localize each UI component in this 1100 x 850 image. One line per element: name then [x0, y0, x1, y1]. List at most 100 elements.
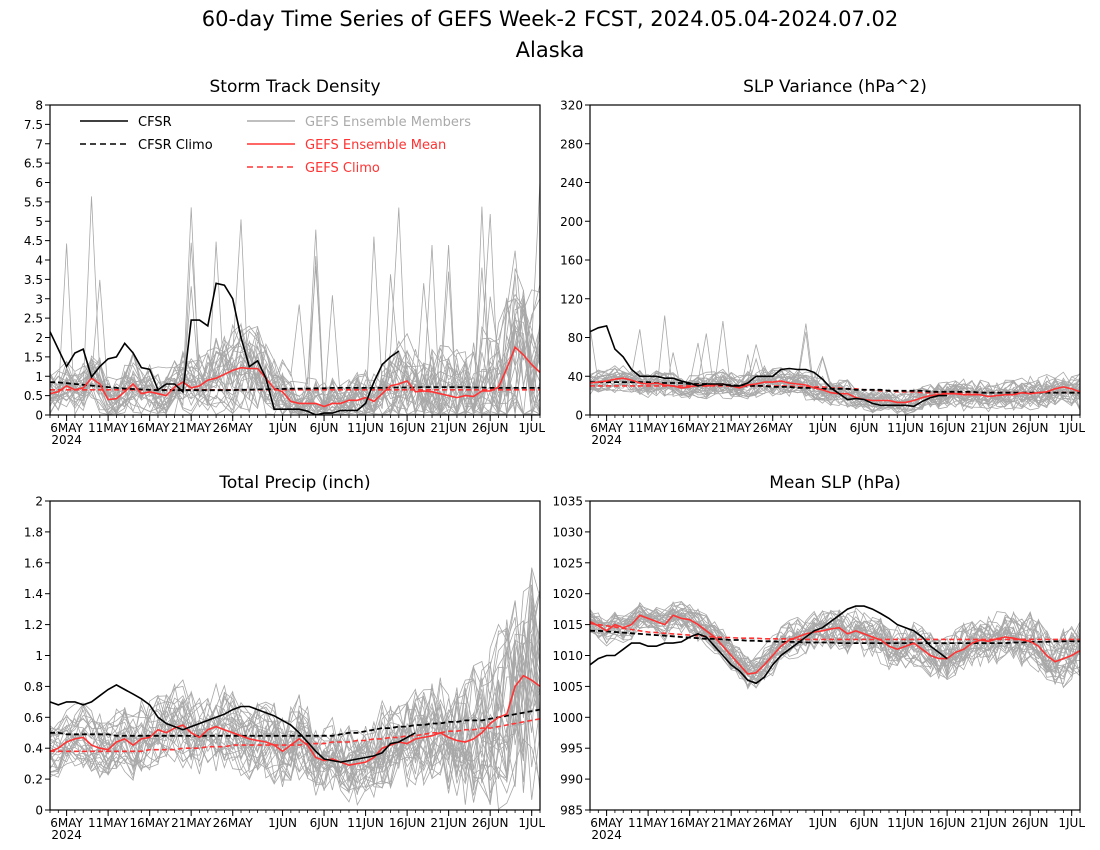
x-tick-label: 26JUN — [1012, 421, 1049, 435]
cfsr-line — [50, 683, 416, 763]
x-tick-label: 16JUN — [929, 421, 966, 435]
x-tick-label: 21JUN — [430, 421, 467, 435]
x-tick-label: 21MAY — [711, 816, 752, 830]
y-tick-label: 6 — [35, 176, 43, 190]
y-tick-label: 280 — [560, 137, 583, 151]
legend-label: GEFS Ensemble Members — [305, 115, 471, 130]
gefs-ensemble-mean-line — [50, 345, 540, 408]
x-tick-label: 11MAY — [88, 421, 129, 435]
x-tick-label: 11MAY — [88, 816, 129, 830]
x-tick-label: 11JUN — [887, 816, 924, 830]
y-tick-label: 1015 — [552, 618, 583, 632]
panel-title: Total Precip (inch) — [218, 473, 370, 493]
y-tick-label: 2 — [35, 331, 43, 345]
ensemble-member-line — [50, 617, 540, 771]
gefs-climo-line — [50, 718, 540, 753]
x-tick-label: 6JUN — [310, 421, 339, 435]
x-tick-label: 1JUL — [518, 816, 545, 830]
x-tick-label: 1JUL — [1058, 421, 1085, 435]
gefs-ensemble-mean-line — [50, 674, 540, 767]
x-tick-label: 21JUN — [970, 421, 1007, 435]
ensemble-member-line — [590, 601, 1080, 670]
x-tick-label: 1JUL — [518, 421, 545, 435]
x-tick-label: 26MAY — [213, 421, 254, 435]
panel-title: Storm Track Density — [209, 77, 380, 97]
x-tick-label: 16JUN — [929, 816, 966, 830]
y-tick-label: 0.4 — [24, 742, 43, 756]
ensemble-member-line — [50, 662, 540, 803]
plot-frame — [589, 500, 1081, 811]
panels: 0 0.5 1 1.5 2 2.5 3 3.5 4 4.5 5 5.5 6 6.5 7 7.5 8 6MAY 11M… — [24, 77, 1085, 842]
plot-area — [590, 315, 1080, 415]
cfsr-climo-line — [590, 381, 1080, 394]
x-tick-label: 1JUN — [268, 816, 297, 830]
x-tick-label: 16MAY — [130, 421, 171, 435]
legend-label: GEFS Ensemble Mean — [305, 138, 446, 153]
panel-4: 985 990 995 1000 1005 1010 1015 1020 1025 1030 103… — [552, 473, 1085, 842]
gefs-ensemble-mean-line — [590, 614, 1080, 675]
ensemble-member-line — [50, 244, 540, 415]
y-tick-label: 1.2 — [24, 618, 43, 632]
cfsr-climo-line — [590, 629, 1080, 644]
x-tick-label: 16JUN — [389, 421, 426, 435]
y-tick-label: 0 — [575, 409, 583, 423]
y-tick-label: 320 — [560, 99, 583, 113]
legend: CFSR CFSR Climo GEFS Ensemble Members GEFS … — [80, 115, 471, 176]
x-tick-label: 11JUN — [347, 421, 384, 435]
x-tick-label: 6JUN — [850, 421, 879, 435]
ensemble-member-line — [50, 569, 540, 764]
x-tick-label: 6JUN — [310, 816, 339, 830]
ensemble-member-line — [590, 376, 1080, 410]
x-tick-label: 6MAY — [50, 421, 83, 435]
y-tick-label: 80 — [568, 331, 583, 345]
x-tick-label: 26JUN — [472, 816, 509, 830]
ensemble-member-line — [50, 567, 540, 778]
plot-area — [50, 567, 540, 810]
cfsr-climo-line — [50, 381, 540, 392]
y-tick-label: 6.5 — [24, 157, 43, 171]
plot-frame — [589, 104, 1081, 416]
y-tick-label: 7 — [35, 137, 43, 151]
x-tick-label: 16JUN — [389, 816, 426, 830]
x-year-label: 2024 — [591, 828, 622, 842]
x-year-label: 2024 — [51, 433, 82, 447]
y-tick-label: 0.8 — [24, 680, 43, 694]
ensemble-member-line — [590, 326, 1080, 402]
x-tick-label: 21MAY — [171, 421, 212, 435]
y-tick-label: 1 — [35, 370, 43, 384]
ensemble-member-line — [50, 612, 540, 804]
y-tick-label: 2 — [35, 495, 43, 509]
x-tick-label: 21MAY — [171, 816, 212, 830]
x-tick-label: 1JUL — [1058, 816, 1085, 830]
y-tick-label: 1000 — [552, 711, 583, 725]
ensemble-member-line — [50, 595, 540, 793]
y-tick-label: 1.4 — [24, 587, 43, 601]
y-tick-label: 990 — [560, 773, 583, 787]
x-tick-label: 16MAY — [130, 816, 171, 830]
cfsr-line — [590, 605, 948, 685]
legend-label: GEFS Climo — [305, 161, 380, 176]
x-tick-label: 1JUN — [808, 816, 837, 830]
x-tick-label: 26MAY — [753, 816, 794, 830]
y-tick-label: 200 — [560, 215, 583, 229]
ensemble-member-line — [590, 613, 1080, 676]
ensemble-member-line — [590, 607, 1080, 675]
x-tick-label: 6MAY — [590, 421, 623, 435]
y-tick-label: 8 — [35, 99, 43, 113]
panel-title: SLP Variance (hPa^2) — [743, 77, 927, 97]
plot-area — [590, 600, 1080, 690]
x-tick-label: 6MAY — [590, 816, 623, 830]
y-tick-label: 240 — [560, 176, 583, 190]
x-tick-label: 1JUN — [808, 421, 837, 435]
y-tick-label: 1030 — [552, 525, 583, 539]
panel-1: 0 0.5 1 1.5 2 2.5 3 3.5 4 4.5 5 5.5 6 6.5 7 7.5 8 6MAY 11M… — [24, 77, 545, 447]
ensemble-member-line — [590, 603, 1080, 670]
legend-label: CFSR Climo — [138, 138, 213, 153]
x-year-label: 2024 — [591, 433, 622, 447]
y-tick-label: 995 — [560, 742, 583, 756]
gefs-climo-line — [590, 622, 1080, 641]
x-tick-label: 16MAY — [670, 421, 711, 435]
x-tick-label: 26MAY — [753, 421, 794, 435]
ensemble-member-line — [590, 612, 1080, 688]
x-tick-label: 11JUN — [347, 816, 384, 830]
